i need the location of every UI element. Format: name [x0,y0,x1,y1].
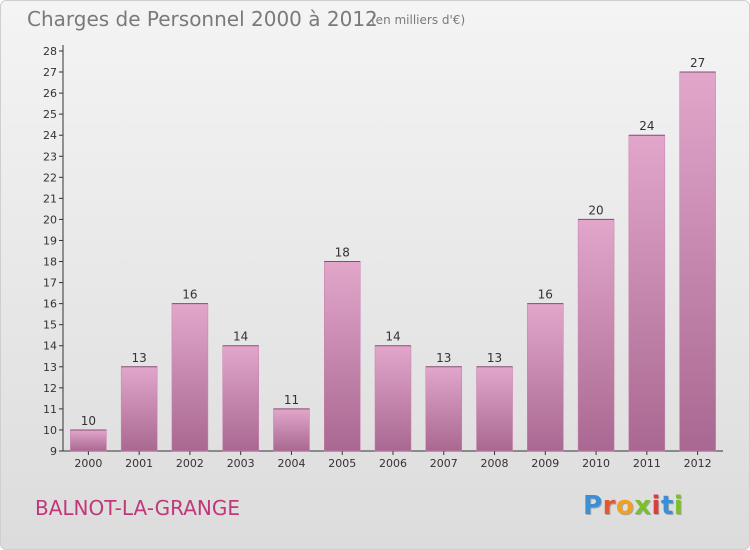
chart-subtitle: (en milliers d'€) [371,13,466,27]
bar-value-label: 11 [284,393,299,407]
bar [425,366,463,452]
y-tick-label: 25 [43,108,57,121]
commune-name: BALNOT-LA-GRANGE [35,496,240,520]
bar [273,408,310,452]
x-tick-label: 2005 [328,457,356,470]
y-tick-label: 9 [50,445,57,458]
bar-value-label: 13 [436,351,451,365]
proxiti-logo: Proxiti [583,491,683,521]
x-tick-label: 2009 [531,457,559,470]
bar [577,219,615,452]
y-tick-label: 12 [43,382,57,395]
x-tick-label: 2008 [481,457,509,470]
bar-labels: 10 13 16 14 11 18 14 13 13 16 20 24 27 [81,56,706,428]
x-tick-label: 2011 [633,457,661,470]
bars [70,71,716,452]
bar-value-label: 14 [233,330,248,344]
x-tick-label: 2004 [277,457,305,470]
x-tick-label: 2001 [125,457,153,470]
bar [374,345,412,452]
x-tick-label: 2012 [684,457,712,470]
y-tick-label: 21 [43,192,57,205]
bar [70,429,107,452]
y-tick-label: 10 [43,424,57,437]
chart-title: Charges de Personnel 2000 à 2012 [27,7,378,31]
y-tick-label: 16 [43,298,57,311]
y-tick-label: 19 [43,234,57,247]
logo-letter: r [602,491,616,521]
bar [171,303,209,452]
bar [679,71,716,452]
x-tick-label: 2002 [176,457,204,470]
y-tick-label: 20 [43,213,57,226]
bar-value-label: 20 [588,203,603,217]
y-tick-label: 18 [43,256,57,269]
bar-value-label: 10 [81,414,96,428]
y-tick-label: 22 [43,171,57,184]
y-tick-label: 24 [43,129,57,142]
y-tick-label: 28 [43,45,57,58]
logo-letter: t [660,491,674,521]
bar-value-label: 24 [639,119,654,133]
bar-value-label: 16 [182,288,197,302]
bar-value-label: 18 [335,246,350,260]
logo-letter: i [651,491,661,521]
bar-value-label: 13 [487,351,502,365]
logo-letter: P [583,491,603,521]
y-tick-label: 15 [43,319,57,332]
y-tick-label: 23 [43,150,57,163]
bar [222,345,259,452]
bar [323,261,361,452]
x-tick-label: 2007 [430,457,458,470]
logo-letter: i [673,491,684,521]
axes: 9 10 11 12 13 14 15 16 17 18 19 20 21 22 23 24 25 26 27 28 2… [43,45,723,470]
y-tick-label: 26 [43,87,57,100]
x-tick-label: 2003 [227,457,255,470]
bar-value-label: 14 [385,330,400,344]
x-tick-label: 2010 [582,457,610,470]
y-tick-label: 13 [43,361,57,374]
bar-value-label: 16 [538,288,553,302]
logo-letter: o [615,491,635,521]
bar-value-label: 13 [132,351,147,365]
bar [628,134,666,452]
bar [527,303,564,452]
x-tick-label: 2006 [379,457,407,470]
y-tick-label: 11 [43,403,57,416]
logo-letter: x [634,491,652,521]
y-tick-label: 14 [43,340,57,353]
y-tick-label: 27 [43,66,57,79]
x-tick-label: 2000 [74,457,102,470]
bar [476,366,513,452]
bar-value-label: 27 [690,56,705,70]
y-tick-label: 17 [43,277,57,290]
bar [120,366,158,452]
